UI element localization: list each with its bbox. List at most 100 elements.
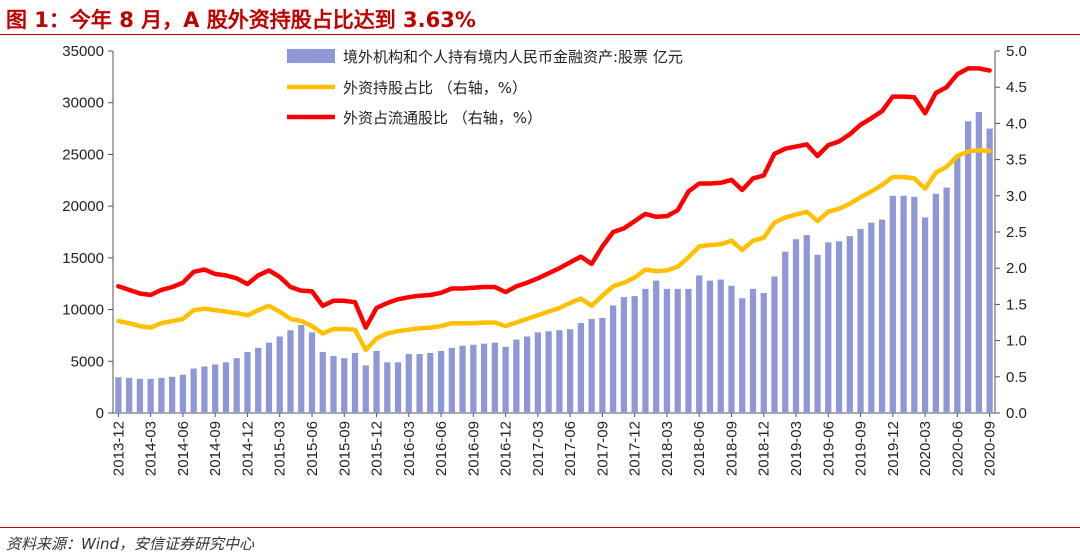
x-tick-label: 2014-09 <box>207 421 224 476</box>
bar <box>534 332 541 413</box>
right-tick-label: 5.0 <box>1006 43 1027 60</box>
left-tick-label: 0 <box>96 405 104 422</box>
x-tick-label: 2017-06 <box>562 421 579 476</box>
chart-title: 图 1：今年 8 月，A 股外资持股占比达到 3.63% <box>6 8 476 32</box>
left-tick-label: 20000 <box>62 198 104 215</box>
bar <box>169 376 176 413</box>
bar <box>760 293 767 413</box>
bar <box>631 296 638 413</box>
bar <box>588 318 595 413</box>
x-tick-label: 2014-03 <box>143 421 160 476</box>
bar <box>749 288 757 413</box>
bar <box>954 155 961 413</box>
right-tick-label: 4.5 <box>1006 79 1027 96</box>
bar <box>126 377 133 413</box>
left-tick-label: 25000 <box>62 146 104 163</box>
legend-label-share: 外资持股占比 （右轴，%） <box>343 79 527 97</box>
bar <box>502 346 509 413</box>
bar <box>201 366 208 413</box>
x-tick-label: 2020-03 <box>917 421 934 476</box>
bar <box>136 378 144 413</box>
bar <box>523 336 531 413</box>
right-tick-label: 1.5 <box>1006 296 1027 313</box>
bar <box>437 350 445 413</box>
bar <box>728 285 735 413</box>
left-tick-label: 5000 <box>71 353 104 370</box>
bar <box>814 254 821 413</box>
bar <box>932 193 939 413</box>
bar <box>427 353 434 413</box>
bar <box>115 377 122 413</box>
right-tick-label: 3.5 <box>1006 152 1027 169</box>
bar <box>470 344 477 413</box>
x-tick-label: 2014-12 <box>240 421 257 476</box>
x-tick-label: 2017-12 <box>627 421 644 476</box>
x-tick-label: 2016-09 <box>465 421 482 476</box>
bar <box>567 329 574 413</box>
bar <box>147 378 154 413</box>
bar <box>265 342 273 413</box>
x-tick-label: 2016-12 <box>498 421 515 476</box>
x-tick-label: 2013-12 <box>110 421 127 476</box>
x-tick-label: 2015-06 <box>304 421 321 476</box>
bar <box>674 288 681 413</box>
bar <box>448 347 455 413</box>
x-tick-label: 2019-06 <box>820 421 837 476</box>
bar <box>287 330 294 413</box>
bar <box>212 364 219 413</box>
x-tick-label: 2016-03 <box>401 421 418 476</box>
bar <box>513 339 520 413</box>
bar <box>599 317 606 413</box>
source-note: 资料来源：Wind，安信证券研究中心 <box>6 535 255 553</box>
left-tick-label: 35000 <box>62 43 104 60</box>
right-tick-label: 0.5 <box>1006 369 1027 386</box>
bar <box>308 332 316 413</box>
x-tick-label: 2019-03 <box>788 421 805 476</box>
bar <box>416 354 423 413</box>
bar <box>835 241 843 413</box>
bar <box>878 219 886 413</box>
legend-label-float: 外资占流通股比 （右轴，%） <box>343 109 542 127</box>
x-tick-label: 2015-03 <box>272 421 289 476</box>
x-tick-label: 2018-12 <box>756 421 773 476</box>
bar <box>319 351 326 413</box>
bar <box>459 345 466 413</box>
bar <box>696 275 703 413</box>
x-tick-label: 2017-09 <box>594 421 611 476</box>
x-tick-label: 2020-06 <box>949 421 966 476</box>
x-tick-label: 2016-06 <box>433 421 450 476</box>
bar <box>158 377 165 413</box>
bar <box>706 280 714 413</box>
bar <box>975 112 982 413</box>
bar <box>868 222 875 413</box>
bar <box>642 288 649 413</box>
bar <box>405 354 412 413</box>
x-tick-label: 2019-09 <box>853 421 870 476</box>
bar <box>620 297 628 413</box>
bar <box>610 305 617 413</box>
x-tick-label: 2014-06 <box>175 421 192 476</box>
bar <box>792 239 800 413</box>
x-tick-label: 2015-12 <box>369 421 386 476</box>
bar <box>341 358 348 413</box>
line-foreign-share <box>116 147 992 353</box>
x-tick-label: 2017-03 <box>530 421 547 476</box>
bar <box>825 242 832 413</box>
bar <box>986 128 993 414</box>
bar <box>394 362 402 413</box>
right-tick-label: 2.0 <box>1006 260 1027 277</box>
right-tick-label: 3.0 <box>1006 188 1027 205</box>
bar <box>900 195 907 413</box>
right-tick-label: 4.0 <box>1006 115 1027 132</box>
bar <box>373 350 380 413</box>
bar <box>911 196 918 413</box>
bar <box>330 356 337 413</box>
x-tick-label: 2019-12 <box>885 421 902 476</box>
footer-rule <box>0 527 1080 528</box>
bar <box>276 336 283 413</box>
bar <box>233 358 240 413</box>
bar <box>739 298 746 413</box>
bar <box>663 288 671 413</box>
bar <box>556 330 563 413</box>
